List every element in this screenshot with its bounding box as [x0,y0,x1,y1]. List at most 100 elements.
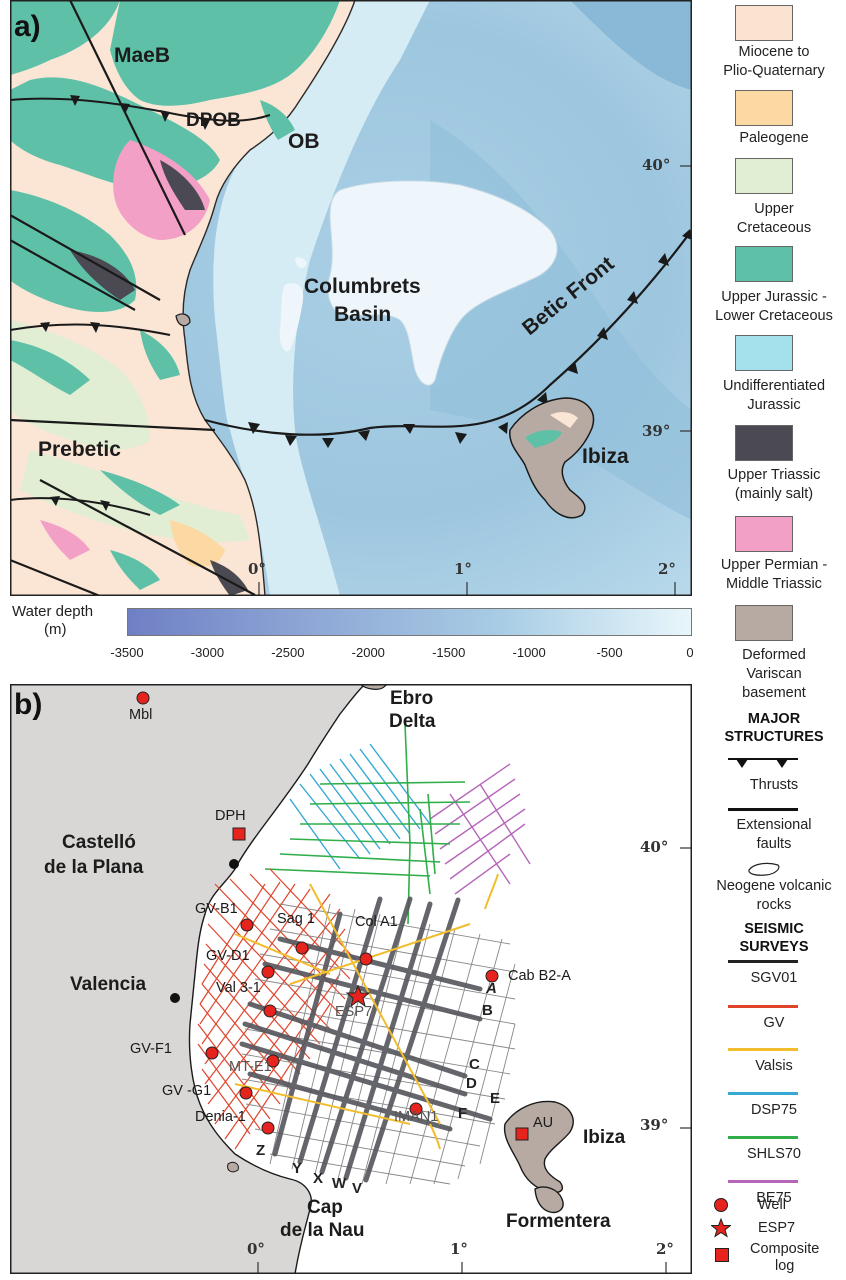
formentera-island [534,1186,564,1214]
legend-swatch-upper-cretaceous [735,158,793,194]
legend-volcanic: Neogene volcanic rocks [716,878,832,913]
profile-label-a: A [486,980,497,997]
place-valencia: Valencia [70,974,147,995]
legend-line-dsp75 [728,1092,798,1095]
survey-valsis [234,873,499,1150]
depth-tick-5: -1000 [512,645,546,660]
panel-b-graticule [257,847,692,1274]
legend-label-sgv01: SGV01 [750,970,798,986]
panel-a-lon-1: 1° [454,560,472,578]
place-cap-2: de la Nau [280,1220,365,1241]
legend-swatch-upper-triassic [735,425,793,461]
legend-line-be75 [728,1180,798,1183]
profile-label-d: D [466,1075,477,1092]
well-cabb2a [485,969,499,983]
well-label-sag1: Sag 1 [277,911,315,927]
composite-log-dph [232,827,246,841]
well-mte1 [266,1054,280,1068]
well-gvf1 [205,1046,219,1060]
thrust-teeth [40,95,692,511]
well-label-mte1: MT-E1 [229,1059,272,1075]
well-label-cola1: Col A1 [355,914,398,930]
columbrets-basin-outline [327,180,558,386]
panel-b-lon-1: 1° [450,1240,468,1258]
legend-label-be75: BE75 [756,1190,792,1206]
profile-label-b: B [482,1002,493,1019]
label-dpob: DPOB [186,110,241,131]
legend-text-upper-triassic: Upper Triassic (mainly salt) [727,467,821,502]
legend-text-miocene: Miocene to Plio-Quaternary [723,44,825,79]
profile-label-f: F [458,1105,468,1122]
well-label-au: AU [533,1115,554,1131]
profile-label-v: V [352,1180,363,1197]
place-castello-2: de la Plana [44,857,144,878]
profile-line-e [239,1041,493,1122]
panel-b-lon-0: 0° [247,1240,265,1258]
depth-color-bar [127,608,692,636]
well-val31 [263,1004,277,1018]
legend-swatch-variscan [735,605,793,641]
survey-sgv01-profiles [239,896,493,1183]
legend-label-shls70: SHLS70 [746,1146,801,1162]
well-gvb1 [240,918,254,932]
legend-text-jurassic-cretaceous: Upper Jurassic - Lower Cretaceous [715,289,833,324]
depth-tick-6: -500 [596,645,623,660]
place-formentera: Formentera [506,1211,611,1232]
well-label-iman1: IMAN1 [394,1109,439,1125]
place-ebro-1: Ebro [390,688,434,709]
panel-b-lon-2: 2° [656,1240,674,1258]
well-label-gvb1: GV-B1 [195,901,238,917]
panel-b-letter: b) [14,688,43,721]
legend-extensional: Extensional faults [736,817,812,852]
legend-swatch-permian-triassic [735,516,793,552]
depth-tick-7: 0 [686,645,694,660]
profile-line-v [363,897,461,1183]
survey-gv [197,868,356,1150]
legend-thrusts: Thrusts [749,777,799,793]
panel-a-lat-39: 39° [642,422,671,440]
legend-well: Well [758,1197,786,1213]
profile-line-z [272,911,343,1157]
label-columbrets-2: Basin [334,303,392,326]
profile-label-c: C [469,1056,480,1073]
place-castello-1: Castelló [62,832,136,853]
label-ob: OB [288,130,320,153]
survey-shls70 [264,723,471,925]
legend-volcanic-symbol [748,862,780,876]
legend-swatch-undiff-jurassic [735,335,793,371]
well-label-dph: DPH [215,808,246,824]
legend-text-paleogene: Paleogene [739,130,809,146]
profile-label-w: W [332,1175,347,1192]
town-valencia [170,993,180,1003]
geology-units [10,0,340,596]
legend-composite-symbol [715,1248,729,1262]
profile-line-x [319,896,413,1175]
town-castello [229,859,239,869]
legend-line-shls70 [728,1136,798,1139]
survey-be75 [429,763,531,895]
legend-label-gv: GV [763,1015,785,1031]
depth-tick-0: -3500 [110,645,144,660]
well-label-denia1: Denia-1 [195,1109,246,1125]
legend-line-valsis [728,1048,798,1051]
legend-esp7-symbol [711,1218,731,1238]
profile-label-z: Z [256,1142,266,1159]
profile-label-e: E [490,1090,501,1107]
panel-a-lon-2: 2° [658,560,676,578]
panel-b-lat-39: 39° [640,1116,669,1134]
depth-tick-4: -1500 [432,645,466,660]
profile-line-b [262,961,483,1022]
depth-scale-title-2: (m) [44,621,67,638]
label-columbrets-1: Columbrets [304,275,421,298]
ibiza-island [509,397,595,519]
profile-line-d [242,1021,468,1097]
legend-text-undiff-jurassic: Undifferentiated Jurassic [722,378,826,413]
label-ibiza-a: Ibiza [582,445,629,468]
label-prebetic: Prebetic [38,438,121,461]
iberian-land-b [10,684,366,1274]
depth-tick-2: -2500 [271,645,305,660]
place-ibiza-b: Ibiza [583,1127,626,1148]
panel-a-graticule [258,165,692,596]
profile-line-a [277,936,483,992]
well-label-mbl: Mbl [129,707,153,723]
